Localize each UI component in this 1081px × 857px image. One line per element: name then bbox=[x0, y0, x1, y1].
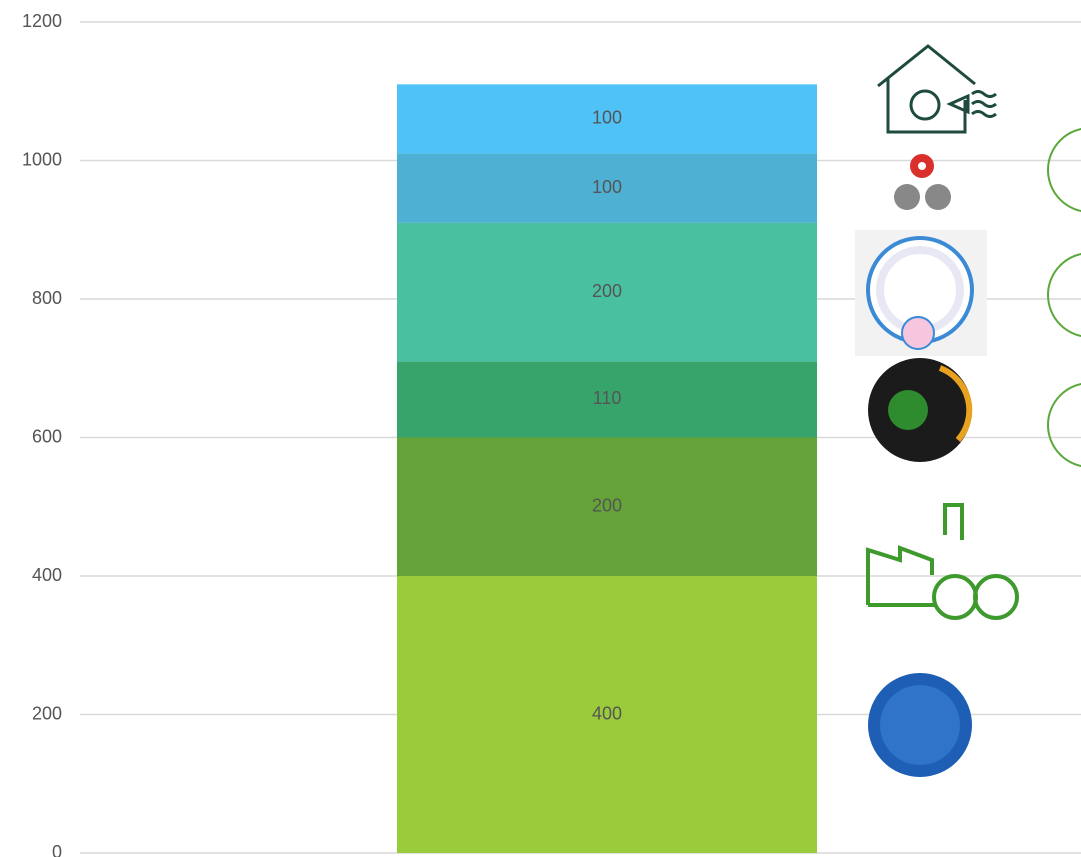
data-label: 100 bbox=[592, 177, 622, 197]
y-tick-label: 0 bbox=[52, 842, 62, 857]
gears-icon bbox=[894, 154, 951, 210]
y-tick-label: 1000 bbox=[22, 149, 62, 169]
data-label: 200 bbox=[592, 496, 622, 516]
data-label: 400 bbox=[592, 703, 622, 723]
icons bbox=[855, 46, 1081, 777]
badges bbox=[1048, 128, 1081, 467]
dial-icon bbox=[868, 358, 972, 462]
factory-icon bbox=[868, 505, 1017, 618]
y-tick-label: 600 bbox=[32, 426, 62, 446]
y-tick-label: 200 bbox=[32, 703, 62, 723]
data-label: 100 bbox=[592, 108, 622, 128]
y-tick-label: 800 bbox=[32, 288, 62, 308]
bars: 400 200 110 200 100 100 bbox=[397, 84, 817, 853]
data-label: 110 bbox=[593, 388, 622, 408]
house-icon bbox=[878, 46, 996, 132]
data-label: 200 bbox=[592, 281, 622, 301]
chart: 0 200 400 600 800 1000 1200 400 200 110 200 100 100 bbox=[0, 0, 1081, 857]
page: {"chart_data": {"type": "bar", "stacked"… bbox=[0, 0, 1081, 857]
meter-icon bbox=[855, 230, 987, 356]
co2-icon bbox=[868, 673, 972, 777]
y-tick-label: 1200 bbox=[22, 11, 62, 31]
y-tick-label: 400 bbox=[32, 565, 62, 585]
